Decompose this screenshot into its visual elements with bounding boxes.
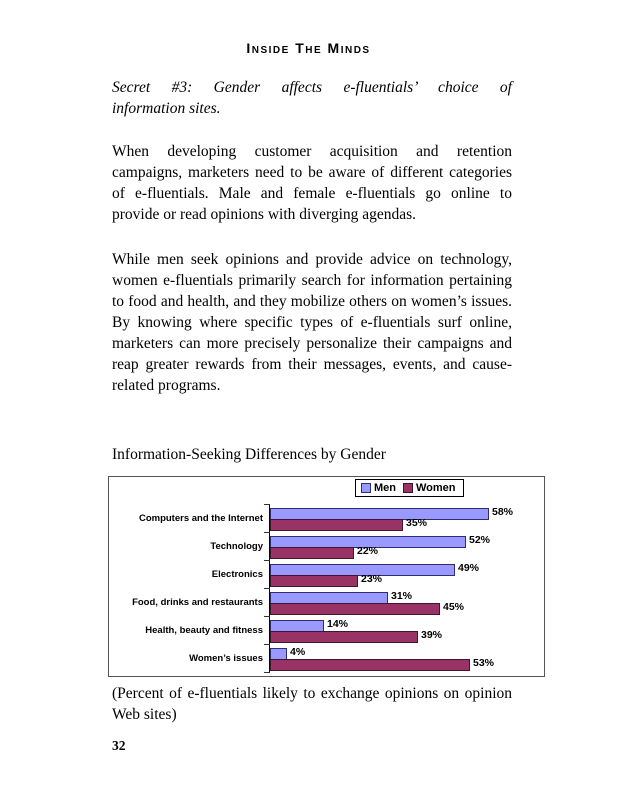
secret-heading-line-1: Secret #3: Gender affects e-fluentials’ … <box>112 79 512 96</box>
value-label: 58% <box>492 506 514 518</box>
value-label: 45% <box>443 601 465 613</box>
legend-item-men: Men <box>361 482 396 494</box>
secret-heading: Secret #3: Gender affects e-fluentials’ … <box>112 77 512 119</box>
bar-chart: Men Women Computers and the Internet Techn… <box>108 476 545 677</box>
value-label: 22% <box>357 545 379 557</box>
bar-women-5 <box>270 659 470 671</box>
category-label: Computers and the Internet <box>138 512 263 524</box>
axis-tick <box>264 532 270 533</box>
category-label: Electronics <box>211 568 263 580</box>
legend-label-women: Women <box>416 482 456 494</box>
axis-tick <box>264 644 270 645</box>
bar-women-4 <box>270 631 418 643</box>
secret-heading-line-2: information sites. <box>112 100 221 117</box>
legend-label-men: Men <box>374 482 396 494</box>
bar-women-3 <box>270 603 440 615</box>
chart-caption: (Percent of e-fluentials likely to excha… <box>112 685 512 723</box>
value-label: 35% <box>406 517 428 529</box>
value-label: 14% <box>327 618 349 630</box>
axis-tick <box>264 672 270 673</box>
axis-tick <box>264 588 270 589</box>
value-label: 49% <box>458 562 480 574</box>
bar-men-2 <box>270 564 455 576</box>
legend-item-women: Women <box>403 482 456 494</box>
value-label: 4% <box>290 646 306 658</box>
axis-tick <box>264 560 270 561</box>
value-label: 23% <box>361 573 383 585</box>
category-label: Technology <box>210 540 263 552</box>
legend-swatch-men <box>361 483 371 493</box>
bar-men-1 <box>270 536 466 548</box>
category-labels: Computers and the Internet Technology Elec… <box>109 477 544 676</box>
running-header: Inside The Minds <box>246 40 371 56</box>
value-label: 53% <box>473 657 495 669</box>
value-label: 52% <box>469 534 491 546</box>
category-label: Health, beauty and fitness <box>145 624 263 636</box>
value-label: 31% <box>391 590 413 602</box>
legend-swatch-women <box>403 483 413 493</box>
chart-title: Information-Seeking Differences by Gende… <box>112 446 386 463</box>
plot-area: 58% 35% 52% 22% 49% 23% 31% 45% 14% 39% 4% 53% <box>264 504 543 673</box>
paragraph-2: While men seek opinions and provide advi… <box>112 251 512 394</box>
axis-tick <box>264 504 270 505</box>
bar-women-0 <box>270 519 403 531</box>
category-label: Food, drinks and restaurants <box>132 596 263 608</box>
value-label: 39% <box>421 629 443 641</box>
chart-legend: Men Women <box>355 479 464 497</box>
axis-tick <box>264 616 270 617</box>
bar-women-2 <box>270 575 358 587</box>
page-number: 32 <box>112 738 126 753</box>
paragraph-1: When developing customer acquisition and… <box>112 143 512 223</box>
bar-women-1 <box>270 547 354 559</box>
category-label: Women’s issues <box>189 652 263 664</box>
